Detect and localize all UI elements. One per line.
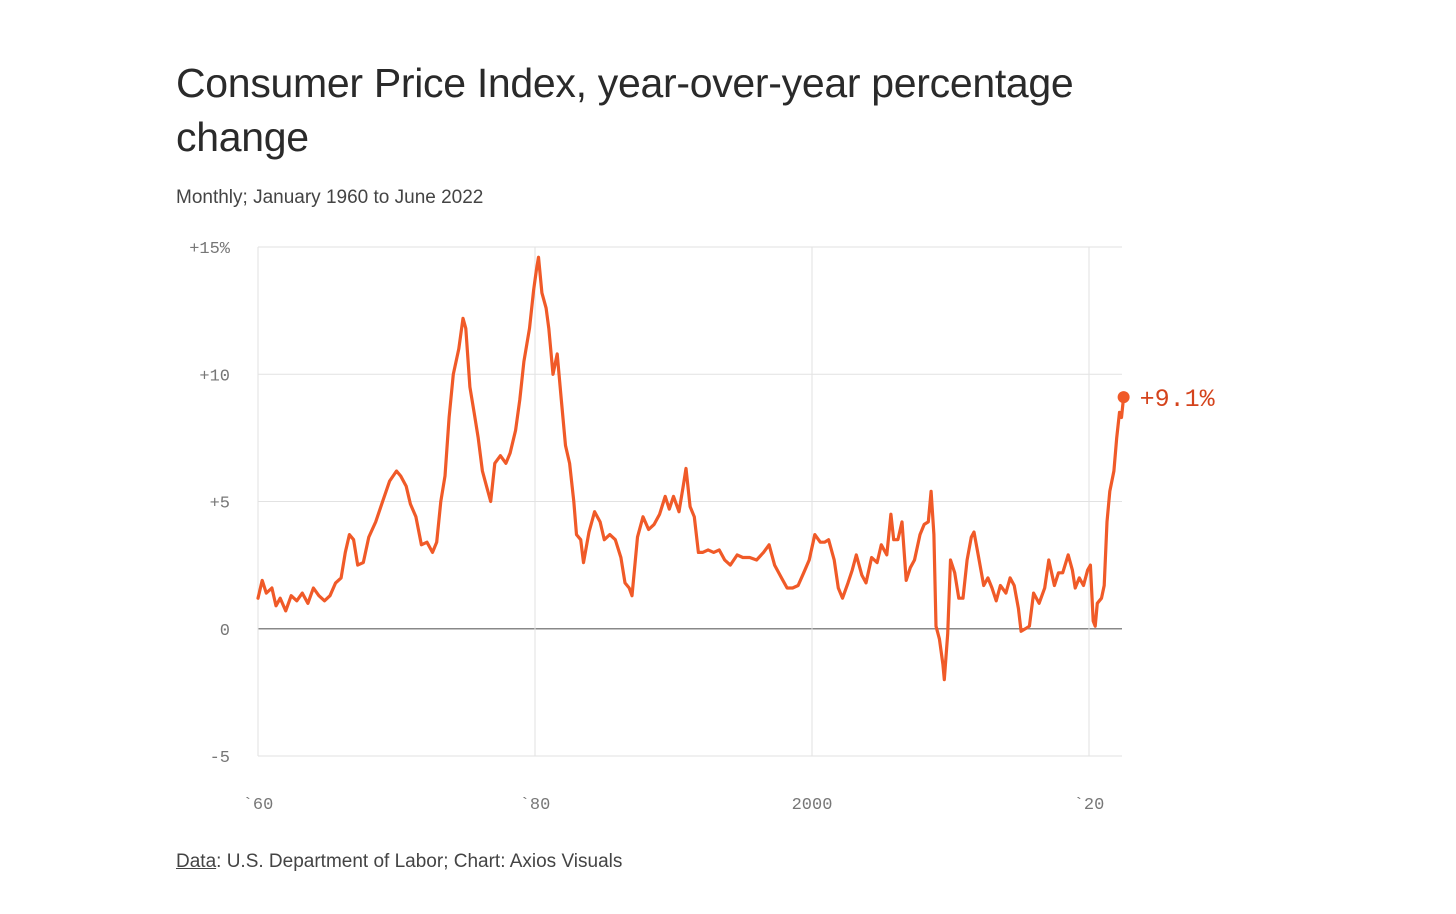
x-tick-label: `80: [520, 796, 551, 815]
x-axis-ticks: `60 `80 2000 `20: [243, 796, 1105, 815]
end-marker-layer: +9.1%: [1117, 385, 1216, 414]
end-point-marker: [1117, 391, 1130, 404]
chart-subtitle: Monthly; January 1960 to June 2022: [176, 187, 484, 208]
series-layer: [256, 255, 1126, 682]
y-tick-label: -5: [210, 749, 230, 768]
x-tick-label: `60: [243, 796, 274, 815]
x-tick-label: 2000: [792, 796, 833, 815]
cpi-line-chart: +15% +10 +5 0 -5 `60 `80 2000 `20 +9.1%: [189, 240, 1216, 815]
end-value-label: +9.1%: [1140, 385, 1216, 414]
cpi-series-line: [256, 255, 1126, 682]
y-tick-label: +10: [199, 367, 230, 386]
y-tick-label: +5: [210, 495, 230, 514]
y-tick-label: 0: [220, 622, 230, 641]
chart-footer: Data: U.S. Department of Labor; Chart: A…: [176, 851, 622, 873]
y-axis-ticks: +15% +10 +5 0 -5: [189, 240, 231, 768]
x-gridlines: [257, 247, 1090, 756]
y-tick-label: +15%: [189, 240, 231, 259]
chart-title: Consumer Price Index, year-over-year per…: [176, 60, 1074, 160]
source-text: : U.S. Department of Labor; Chart: Axios…: [216, 851, 623, 872]
source-link[interactable]: Data: [176, 851, 217, 872]
x-tick-label: `20: [1074, 796, 1105, 815]
